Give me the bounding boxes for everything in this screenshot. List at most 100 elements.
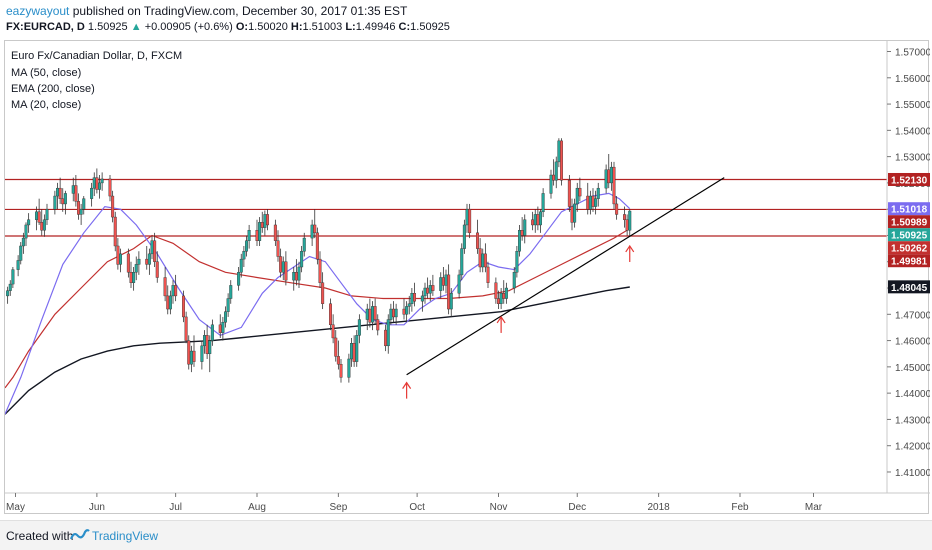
candle: [292, 267, 296, 291]
candle-body: [79, 208, 83, 215]
candle: [61, 188, 65, 212]
candle-body: [465, 208, 469, 226]
candle-body: [339, 364, 343, 378]
candle: [310, 219, 314, 246]
y-tick-label: 1.56000: [895, 74, 930, 85]
candle-body: [560, 140, 564, 181]
last-price: 1.50925: [87, 21, 128, 33]
candle-body: [229, 285, 233, 299]
price-label: 1.51018: [888, 202, 930, 216]
candle: [42, 214, 46, 237]
candle-body: [168, 295, 172, 310]
candle: [426, 277, 430, 299]
y-tick-label: 1.54000: [895, 126, 930, 137]
candle: [281, 256, 285, 281]
candle: [462, 219, 466, 254]
candle-body: [457, 274, 461, 294]
candle: [531, 211, 535, 231]
candle-body: [16, 260, 20, 270]
candle-body: [266, 214, 270, 226]
candle-body: [45, 208, 49, 220]
candle-body: [166, 295, 170, 310]
candle: [331, 314, 335, 344]
candle-body: [21, 237, 25, 247]
candle-body: [352, 343, 356, 362]
candle: [247, 224, 251, 249]
candle-body: [478, 248, 482, 268]
candle: [260, 211, 264, 233]
candle-body: [318, 258, 322, 283]
candle: [483, 243, 487, 273]
candle-body: [260, 222, 264, 228]
candle-body: [394, 308, 398, 318]
candle: [56, 182, 60, 210]
candle: [625, 214, 629, 236]
candle-body: [247, 230, 251, 241]
candle-body: [294, 272, 298, 281]
chart-area[interactable]: 1.570001.560001.550001.540001.530001.520…: [4, 40, 932, 515]
chart-header: eazywayout published on TradingView.com,…: [0, 0, 932, 38]
candle-body: [90, 187, 94, 199]
candle: [504, 282, 508, 304]
price-label-bg: [888, 228, 930, 242]
candle: [336, 340, 340, 370]
candle: [557, 138, 561, 168]
price-label-text: 1.50925: [891, 231, 928, 242]
candle: [187, 335, 191, 370]
candle: [258, 217, 262, 246]
ohlc-line: FX:EURCAD, D 1.50925 ▲ +0.00905 (+0.6%) …: [6, 21, 450, 33]
candle-body: [594, 198, 598, 207]
candle-body: [334, 337, 338, 357]
candle: [237, 267, 241, 291]
price-label: 1.50989: [888, 215, 930, 229]
candle-body: [331, 324, 335, 339]
candle-body: [134, 264, 138, 273]
candle-body: [116, 245, 120, 265]
ma20-line: [4, 192, 631, 415]
candle: [539, 209, 543, 233]
candle-body: [40, 222, 44, 231]
candle: [615, 196, 619, 220]
up-arrow-icon: [496, 315, 506, 333]
candle-body: [386, 319, 390, 347]
candle-body: [376, 319, 380, 331]
candle: [145, 245, 149, 270]
candle: [226, 293, 230, 317]
symbol-label[interactable]: FX:EURCAD, D: [6, 21, 85, 33]
candle-body: [441, 277, 445, 286]
candle-body: [147, 253, 151, 265]
candle-body: [310, 224, 314, 239]
candle: [478, 238, 482, 273]
candle-body: [336, 356, 340, 365]
y-tick-label: 1.44000: [895, 389, 930, 400]
x-tick-label: Oct: [409, 502, 425, 513]
candle: [168, 290, 172, 315]
price-label-text: 1.49981: [891, 257, 928, 268]
candle-body: [82, 198, 86, 210]
candle: [499, 288, 503, 310]
candle: [321, 272, 325, 310]
candle-body: [100, 178, 104, 184]
candle-body: [313, 224, 317, 234]
tradingview-brand-link[interactable]: TradingView: [92, 529, 159, 543]
chart-svg[interactable]: 1.570001.560001.550001.540001.530001.520…: [4, 41, 932, 515]
candle: [520, 217, 524, 241]
candle-body: [273, 224, 277, 241]
candle-body: [573, 203, 577, 223]
candle: [163, 267, 167, 302]
high-value: 1.51003: [302, 21, 343, 33]
x-tick-label: 2018: [648, 502, 671, 513]
candle: [92, 172, 96, 197]
candle-body: [552, 174, 556, 181]
trendline: [406, 177, 725, 376]
candle-body: [347, 358, 351, 378]
candle: [229, 280, 233, 304]
candle-body: [153, 240, 157, 262]
candle-body: [494, 282, 498, 299]
candle: [150, 235, 154, 260]
candle: [512, 267, 516, 294]
candle: [339, 358, 343, 383]
candle: [368, 298, 372, 328]
author-link[interactable]: eazywayout: [6, 4, 70, 18]
candle-body: [523, 219, 527, 236]
